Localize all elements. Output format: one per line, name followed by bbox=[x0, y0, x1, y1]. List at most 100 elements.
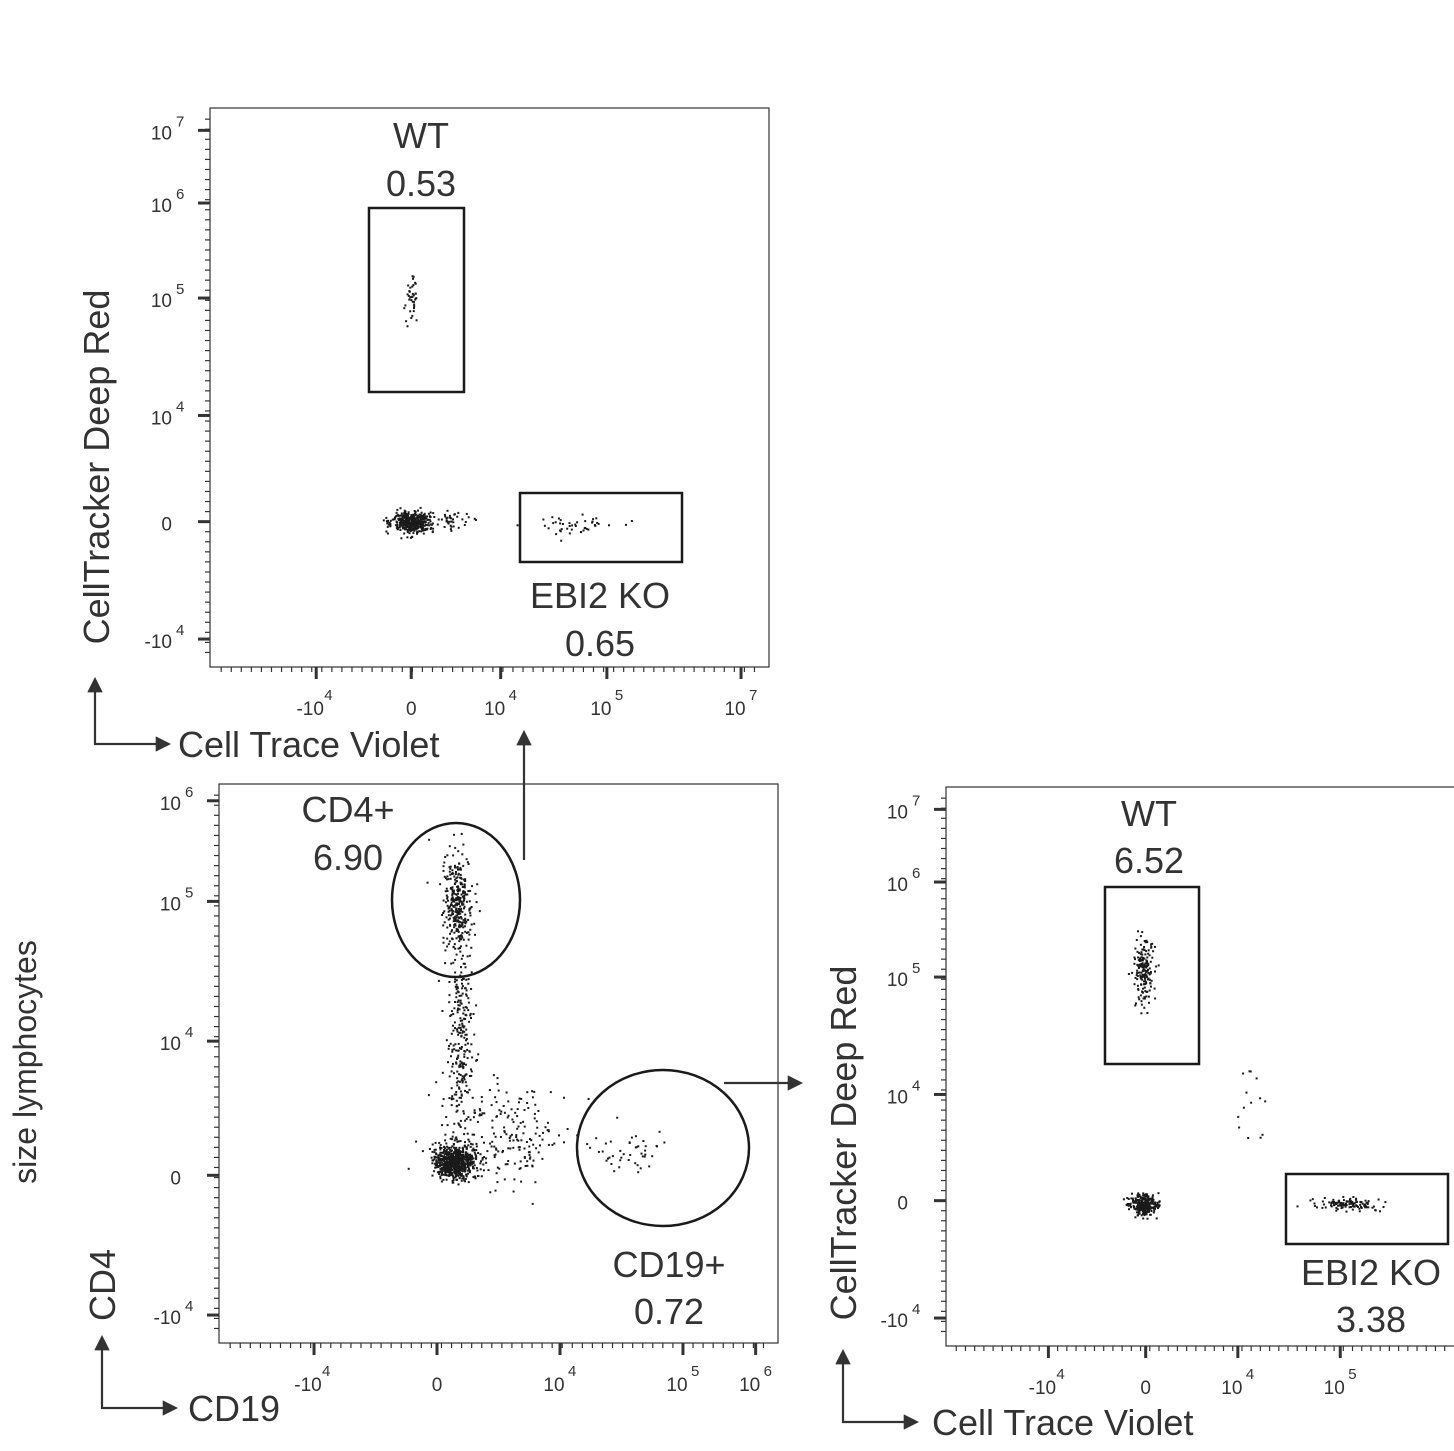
data-point-bl-2 bbox=[466, 1042, 469, 1045]
data-point-bl-0 bbox=[444, 1139, 447, 1142]
data-point-br-2 bbox=[1341, 1206, 1344, 1209]
data-point-top-0 bbox=[405, 528, 408, 531]
data-point-bl-1 bbox=[451, 938, 454, 941]
data-point-bl-0 bbox=[462, 1149, 465, 1152]
data-point-br-1 bbox=[1134, 958, 1136, 961]
data-point-bl-1 bbox=[468, 933, 471, 936]
data-point-top-0 bbox=[428, 518, 431, 521]
data-point-bl-2 bbox=[462, 1006, 465, 1009]
data-point-bl-3 bbox=[522, 1120, 525, 1123]
data-point-bl-0 bbox=[452, 1162, 455, 1165]
data-point-top-0 bbox=[417, 516, 420, 519]
data-point-bl-4 bbox=[628, 1142, 631, 1144]
data-point-bl-1 bbox=[455, 927, 458, 930]
data-point-br-0 bbox=[1136, 1208, 1139, 1211]
data-point-br-1 bbox=[1137, 930, 1139, 933]
data-point-top-3 bbox=[554, 521, 557, 524]
data-point-bl-2 bbox=[454, 985, 457, 988]
data-point-top-0 bbox=[412, 521, 415, 524]
data-point-bl-1 bbox=[457, 911, 460, 914]
data-point-bl-3 bbox=[415, 1140, 418, 1143]
data-point-bl-2 bbox=[458, 994, 461, 997]
data-point-bl-3 bbox=[451, 1157, 454, 1159]
br-plot-frame bbox=[945, 786, 1454, 1347]
bl-axis-arrows bbox=[94, 1334, 179, 1416]
data-point-bl-0 bbox=[442, 1150, 445, 1153]
data-point-bl-1 bbox=[462, 890, 465, 893]
data-point-br-2 bbox=[1348, 1203, 1351, 1206]
data-point-bl-4 bbox=[630, 1136, 633, 1139]
data-point-bl-1 bbox=[446, 926, 449, 929]
data-point-top-0 bbox=[389, 519, 392, 522]
data-point-bl-2 bbox=[469, 1012, 472, 1015]
data-point-bl-4 bbox=[663, 1141, 666, 1144]
data-point-top-0 bbox=[420, 524, 423, 527]
data-point-bl-2 bbox=[455, 1062, 458, 1065]
data-point-bl-2 bbox=[456, 1084, 459, 1087]
data-point-top-0 bbox=[396, 513, 399, 516]
y-tick-label: 10 bbox=[887, 875, 908, 896]
data-point-top-0 bbox=[433, 516, 436, 518]
data-point-bl-1 bbox=[454, 893, 457, 896]
data-point-top-1 bbox=[431, 522, 434, 525]
data-point-bl-3 bbox=[512, 1121, 515, 1124]
data-point-bl-4 bbox=[601, 1150, 604, 1153]
data-point-br-3 bbox=[1242, 1072, 1245, 1075]
x-tick-label: 0 bbox=[406, 699, 417, 720]
data-point-bl-1 bbox=[444, 949, 447, 952]
data-point-bl-4 bbox=[642, 1140, 645, 1142]
data-point-br-0 bbox=[1153, 1209, 1156, 1212]
data-point-br-0 bbox=[1146, 1196, 1149, 1199]
data-point-br-1 bbox=[1142, 987, 1145, 990]
data-point-top-3 bbox=[555, 533, 558, 536]
data-point-bl-3 bbox=[481, 1158, 484, 1161]
data-point-bl-3 bbox=[506, 1163, 509, 1166]
data-point-bl-3 bbox=[479, 1113, 481, 1116]
data-point-top-0 bbox=[393, 516, 396, 519]
data-point-top-0 bbox=[421, 517, 424, 520]
data-point-bl-1 bbox=[458, 923, 461, 926]
data-point-bl-2 bbox=[461, 1031, 464, 1034]
data-point-bl-1 bbox=[455, 916, 458, 919]
data-point-bl-1 bbox=[464, 913, 467, 916]
data-point-bl-2 bbox=[458, 937, 461, 940]
data-point-br-0 bbox=[1148, 1205, 1151, 1208]
data-point-bl-0 bbox=[460, 1154, 463, 1157]
data-point-bl-3 bbox=[511, 1118, 514, 1121]
data-point-top-2 bbox=[415, 319, 418, 322]
data-point-br-0 bbox=[1143, 1201, 1146, 1204]
data-point-bl-2 bbox=[437, 979, 440, 982]
data-point-bl-3 bbox=[506, 1116, 509, 1119]
data-point-bl-3 bbox=[485, 1161, 488, 1164]
data-point-bl-2 bbox=[459, 1026, 462, 1029]
data-point-br-1 bbox=[1147, 952, 1150, 955]
data-point-br-2 bbox=[1364, 1204, 1367, 1207]
data-point-bl-3 bbox=[523, 1156, 526, 1159]
data-point-bl-1 bbox=[439, 883, 442, 886]
data-point-br-1 bbox=[1137, 959, 1140, 962]
data-point-br-0 bbox=[1126, 1197, 1129, 1199]
data-point-br-0 bbox=[1151, 1206, 1154, 1209]
data-point-bl-3 bbox=[523, 1109, 526, 1111]
data-point-br-1 bbox=[1150, 979, 1153, 982]
data-point-bl-4 bbox=[589, 1146, 592, 1149]
data-point-bl-0 bbox=[433, 1170, 436, 1173]
data-point-bl-2 bbox=[470, 971, 473, 974]
data-point-bl-2 bbox=[470, 1017, 472, 1019]
data-point-bl-3 bbox=[499, 1112, 502, 1115]
data-point-br-0 bbox=[1150, 1197, 1153, 1200]
data-point-bl-1 bbox=[466, 893, 469, 896]
data-point-bl-0 bbox=[452, 1164, 455, 1166]
data-point-br-0 bbox=[1141, 1206, 1144, 1209]
data-point-br-1 bbox=[1133, 962, 1136, 965]
data-point-bl-0 bbox=[443, 1153, 446, 1156]
data-point-bl-0 bbox=[458, 1164, 461, 1167]
data-point-bl-3 bbox=[536, 1126, 539, 1129]
data-point-bl-0 bbox=[460, 1150, 463, 1153]
y-tick-exponent: 4 bbox=[912, 1077, 920, 1094]
data-point-bl-3 bbox=[537, 1110, 540, 1112]
data-point-bl-1 bbox=[467, 938, 470, 941]
y-tick-label: 10 bbox=[151, 291, 172, 312]
